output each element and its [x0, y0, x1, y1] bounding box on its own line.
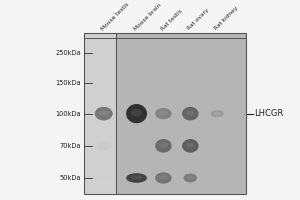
Ellipse shape [182, 107, 199, 120]
Ellipse shape [155, 172, 172, 184]
Ellipse shape [126, 173, 147, 183]
Bar [116, 33, 117, 194]
Text: Rat ovary: Rat ovary [187, 8, 210, 31]
Text: Mouse testis: Mouse testis [100, 2, 130, 31]
Bar [84, 33, 246, 194]
Ellipse shape [126, 104, 147, 123]
Text: 250kDa: 250kDa [56, 50, 81, 56]
Text: 100kDa: 100kDa [56, 111, 81, 117]
Ellipse shape [96, 141, 111, 151]
Ellipse shape [187, 176, 194, 179]
Ellipse shape [214, 112, 221, 115]
Ellipse shape [186, 142, 195, 148]
Ellipse shape [96, 175, 111, 181]
Ellipse shape [159, 142, 168, 148]
Text: Rat testis: Rat testis [160, 8, 183, 31]
Ellipse shape [159, 111, 168, 115]
Text: 50kDa: 50kDa [60, 175, 81, 181]
Text: 150kDa: 150kDa [56, 80, 81, 86]
Text: LHCGR: LHCGR [254, 109, 283, 118]
Bar [84, 33, 116, 194]
Ellipse shape [182, 139, 199, 153]
Ellipse shape [186, 110, 195, 116]
Ellipse shape [184, 174, 197, 182]
Ellipse shape [155, 139, 172, 153]
Ellipse shape [128, 142, 146, 150]
Text: 70kDa: 70kDa [60, 143, 81, 149]
Ellipse shape [131, 176, 142, 179]
Text: Mouse brain: Mouse brain [133, 2, 162, 31]
Ellipse shape [99, 110, 109, 116]
Ellipse shape [155, 108, 172, 119]
Bar [117, 33, 246, 194]
Ellipse shape [211, 110, 224, 117]
Text: Rat kidney: Rat kidney [214, 6, 239, 31]
Ellipse shape [95, 107, 113, 120]
Ellipse shape [131, 109, 142, 117]
Ellipse shape [159, 175, 168, 180]
